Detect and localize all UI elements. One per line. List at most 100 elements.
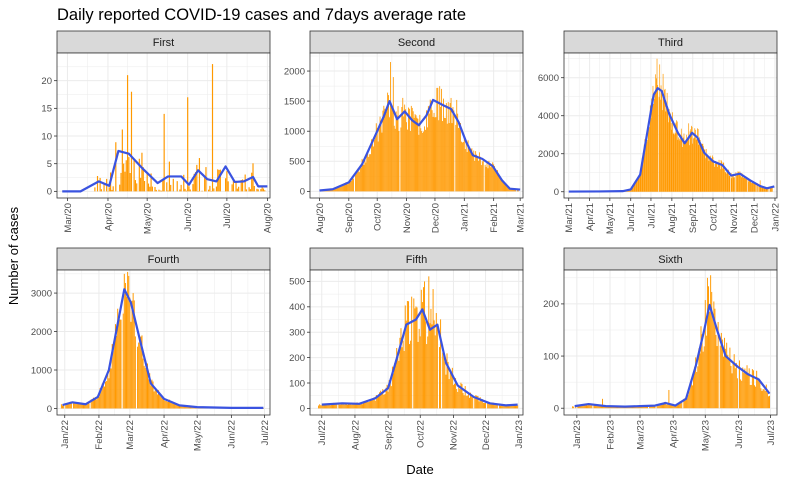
daily-case-bar [62, 405, 64, 409]
daily-case-bar [707, 158, 709, 192]
seven-day-average-line [568, 87, 775, 193]
daily-case-bar [77, 403, 79, 409]
daily-case-bar [60, 404, 62, 409]
panel-border [563, 52, 778, 199]
daily-case-bar [363, 164, 365, 192]
daily-case-bar [666, 105, 667, 192]
seven-day-average-line [62, 288, 264, 409]
daily-case-bar [352, 403, 354, 409]
daily-case-bar [650, 118, 652, 192]
daily-case-bar [120, 172, 122, 192]
daily-case-bar [743, 372, 745, 409]
daily-case-bar [645, 405, 647, 409]
daily-case-bar [640, 168, 642, 192]
daily-case-bar [700, 143, 702, 192]
daily-case-bar [742, 175, 743, 192]
x-tick-label: Feb/22 [94, 420, 105, 450]
daily-case-bar [736, 174, 738, 192]
daily-case-bar [450, 372, 452, 409]
daily-case-bar [183, 406, 185, 409]
daily-case-bar [517, 405, 519, 409]
daily-case-bar [172, 178, 174, 192]
daily-case-bar [365, 162, 367, 192]
daily-case-bar [516, 404, 518, 409]
daily-case-bar [65, 404, 67, 409]
daily-case-bar [194, 172, 197, 192]
x-tick-label: Apr/22 [159, 420, 170, 448]
daily-case-bar [740, 175, 741, 192]
daily-case-bar [741, 380, 743, 409]
daily-case-bar [181, 405, 183, 409]
daily-case-bar [458, 387, 460, 409]
daily-case-bar [395, 361, 397, 409]
daily-case-bar [164, 401, 166, 409]
daily-case-bar [695, 357, 697, 409]
panel-background [310, 53, 523, 198]
daily-case-bar [452, 384, 454, 409]
daily-case-bar [419, 114, 421, 192]
x-tick-label: Jun/22 [227, 420, 238, 449]
daily-case-bar [118, 320, 120, 409]
daily-case-bar [688, 391, 690, 409]
daily-case-bar [442, 352, 444, 409]
daily-case-bar [438, 120, 440, 192]
daily-case-bar [694, 366, 696, 409]
daily-case-bar [418, 328, 420, 409]
daily-case-bar [763, 187, 765, 192]
x-tick-label: Apr/20 [103, 203, 114, 231]
daily-case-bar [224, 178, 227, 192]
daily-case-bar [166, 401, 168, 409]
daily-case-bar [685, 397, 687, 409]
daily-case-bar [683, 398, 685, 409]
y-axis-title: Number of cases [6, 206, 21, 305]
daily-case-bar [88, 403, 90, 409]
x-tick-label: Dec/21 [749, 203, 760, 233]
daily-case-bar [590, 405, 592, 409]
daily-case-bar [677, 139, 679, 192]
y-axis: 0 100 200 [543, 299, 564, 415]
daily-case-bar [488, 160, 490, 192]
daily-case-bar [653, 103, 654, 192]
daily-case-bar [110, 368, 112, 409]
x-tick-label: Jan/23 [572, 420, 583, 449]
daily-case-bar [378, 128, 380, 192]
daily-case-bar [762, 186, 764, 192]
panel-background [57, 53, 270, 198]
daily-case-bar [489, 403, 491, 409]
daily-case-bar [735, 362, 737, 409]
daily-case-bar [710, 275, 712, 409]
daily-case-bar [422, 132, 424, 192]
daily-case-bar [506, 185, 508, 192]
daily-case-bar [694, 128, 696, 192]
daily-case-bar [449, 372, 451, 409]
daily-case-bar [386, 384, 388, 409]
daily-case-bar [709, 155, 711, 192]
daily-case-bar [514, 189, 515, 192]
daily-case-bar [746, 178, 748, 192]
daily-case-bar [661, 404, 663, 409]
daily-case-bar [733, 177, 735, 192]
daily-case-bar [651, 99, 653, 192]
daily-case-bar [510, 189, 512, 192]
daily-case-bar [390, 386, 392, 409]
daily-case-bar [649, 105, 651, 192]
x-tick-label: Aug/21 [667, 203, 678, 233]
daily-case-bar [659, 404, 661, 409]
daily-case-bar [708, 286, 709, 409]
daily-case-bar [356, 170, 358, 192]
daily-case-bar [642, 406, 644, 409]
panel-border [56, 52, 271, 199]
daily-case-bar [417, 118, 419, 192]
x-tick-label: Mar/22 [125, 420, 136, 450]
daily-case-bar [691, 126, 693, 192]
daily-case-bar [122, 313, 124, 409]
daily-case-bar [420, 128, 422, 192]
daily-case-bar [339, 185, 341, 192]
daily-case-bar [719, 163, 721, 192]
daily-case-bar [770, 187, 772, 192]
daily-case-bar [480, 400, 482, 409]
daily-case-bar [78, 403, 80, 409]
daily-case-bar [483, 403, 485, 409]
daily-case-bar [349, 181, 351, 192]
daily-case-bar [480, 165, 482, 192]
